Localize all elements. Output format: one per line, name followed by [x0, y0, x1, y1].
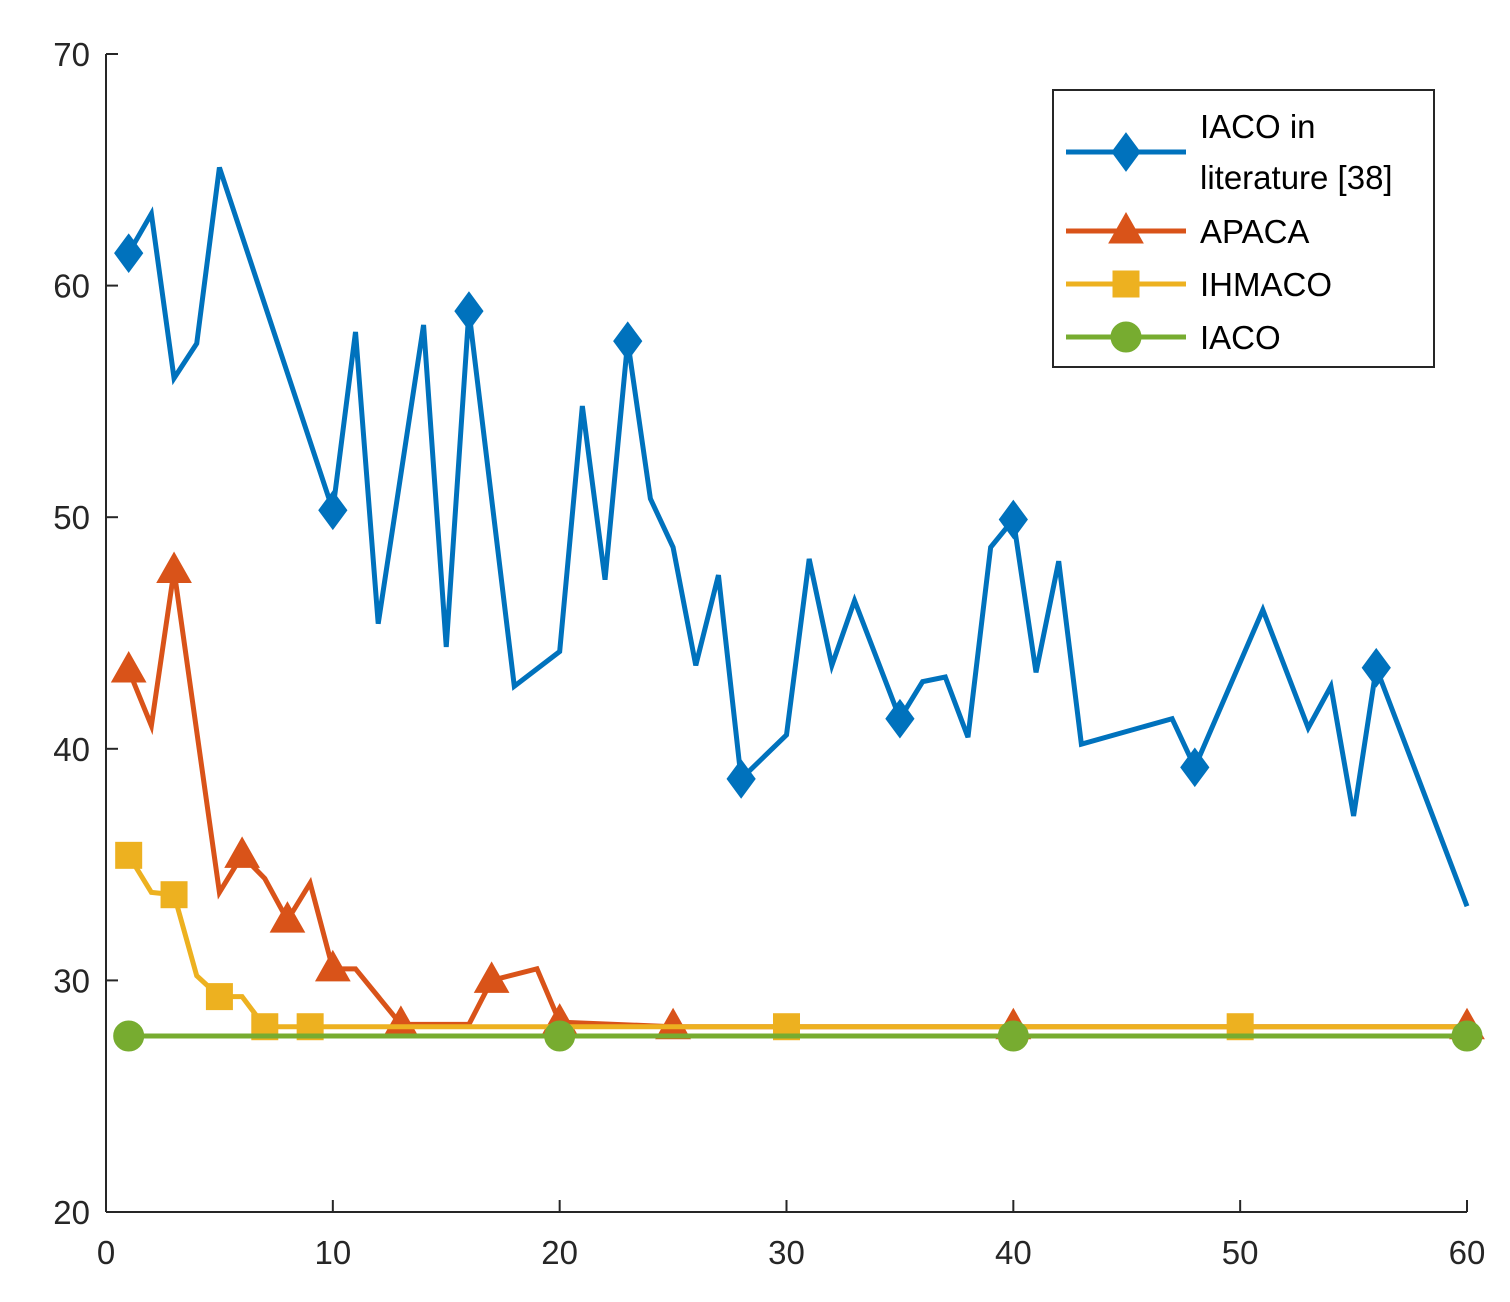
legend-label: IACO: [1200, 319, 1281, 356]
series-1-marker: [998, 499, 1028, 540]
y-tick-label: 30: [53, 962, 90, 999]
series-1-marker: [318, 490, 348, 531]
series-3-line: [126, 854, 1467, 1030]
series-1-line: [126, 166, 1470, 908]
series-1-marker: [114, 233, 144, 274]
legend-label: IACO in: [1200, 108, 1316, 145]
y-tick-label: 50: [53, 499, 90, 536]
series-2-marker: [224, 836, 260, 868]
series-1-marker: [885, 698, 915, 739]
series-3-marker: [205, 983, 233, 1011]
x-tick-label: 10: [314, 1234, 351, 1271]
legend-label: APACA: [1200, 213, 1309, 250]
series-4-marker: [113, 1020, 145, 1052]
legend-swatch-marker: [1110, 321, 1142, 353]
x-tick-label: 60: [1449, 1234, 1486, 1271]
series-2-marker: [269, 901, 306, 933]
x-tick-label: 40: [995, 1234, 1032, 1271]
series-1: [114, 166, 1470, 908]
series-4: [113, 1020, 1483, 1052]
legend-entry-4: IACO: [1066, 319, 1281, 356]
y-tick-label: 20: [53, 1194, 90, 1231]
series-2: [110, 551, 1485, 1040]
series-3-marker: [160, 881, 188, 909]
legend-label: literature [38]: [1200, 159, 1393, 196]
x-tick-label: 50: [1222, 1234, 1259, 1271]
legend-entry-1: IACO in literature [38]: [1066, 108, 1393, 196]
series-4-marker: [544, 1020, 576, 1052]
x-tick-label: 20: [541, 1234, 578, 1271]
series-2-marker: [156, 551, 192, 583]
series-2-marker: [314, 949, 351, 982]
series-layer: [110, 166, 1485, 1052]
series-1-marker: [1361, 647, 1391, 688]
series-1-marker: [1180, 747, 1210, 788]
axes: 0 10 20 30 40 50 60 20 30 40 50 60 70: [53, 36, 1485, 1271]
series-4-marker: [1451, 1020, 1483, 1052]
series-2-line: [126, 570, 1467, 1030]
legend-swatch-marker: [1111, 132, 1141, 172]
series-1-marker: [726, 759, 756, 799]
legend: IACO in literature [38] APACA IHMACO IACO: [1052, 89, 1435, 368]
series-3-marker: [115, 841, 143, 869]
series-1-marker: [613, 321, 643, 362]
y-tick-label: 60: [53, 268, 90, 305]
y-tick-label: 40: [53, 731, 90, 768]
legend-entry-3: IHMACO: [1066, 266, 1332, 303]
series-2-marker: [655, 1007, 691, 1040]
legend-swatch-marker: [1112, 270, 1140, 298]
legend-entry-2: APACA: [1066, 211, 1309, 250]
series-3: [115, 841, 1467, 1041]
series-1-marker: [454, 291, 484, 331]
legend-swatch-marker: [1108, 211, 1144, 244]
series-2-marker: [110, 651, 147, 683]
series-2-marker: [473, 961, 510, 993]
legend-label: IHMACO: [1200, 266, 1332, 303]
x-tick-label: 30: [768, 1234, 805, 1271]
y-tick-label: 70: [53, 36, 90, 73]
x-tick-label: 0: [97, 1234, 115, 1271]
series-4-marker: [997, 1020, 1029, 1052]
